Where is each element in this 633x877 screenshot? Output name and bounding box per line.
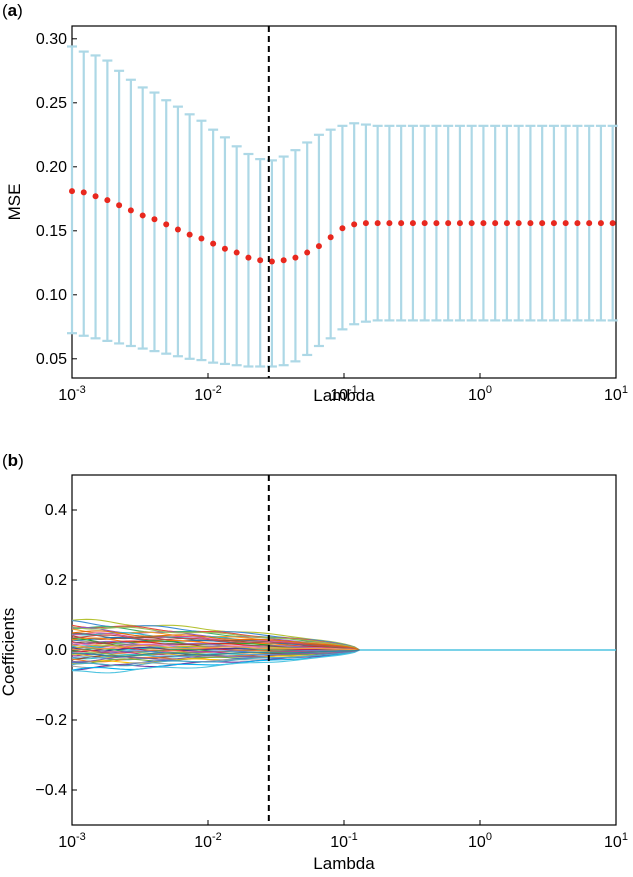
mse-point — [163, 221, 170, 228]
mse-point — [433, 220, 440, 227]
x-tick-label: 101 — [604, 384, 628, 404]
mse-point — [127, 207, 134, 214]
y-axis-label-b: Coefficients — [0, 608, 18, 697]
y-tick-label: −0.2 — [35, 712, 67, 729]
mse-point — [69, 188, 75, 195]
mse-point — [586, 220, 593, 227]
x-tick-label: 10-3 — [58, 384, 86, 404]
mse-point — [151, 216, 158, 223]
panel-a-label: (a) — [2, 1, 23, 20]
mse-point — [327, 234, 334, 241]
mse-point — [221, 245, 228, 252]
y-tick-label: 0.25 — [36, 95, 67, 112]
y-tick-label: 0.10 — [36, 287, 67, 304]
y-axis-label-a: MSE — [5, 184, 24, 221]
coefficient-path — [71, 649, 360, 667]
mse-point — [421, 220, 428, 227]
mse-point — [609, 220, 616, 227]
mse-point — [186, 231, 193, 238]
mse-point — [92, 193, 99, 200]
mse-point — [104, 197, 111, 204]
errorbars-a — [67, 45, 618, 368]
y-tick-label: 0.15 — [36, 223, 67, 240]
mse-point — [280, 257, 287, 264]
coefficient-path — [71, 649, 360, 674]
coefficient-path — [71, 649, 360, 665]
mse-point — [257, 257, 264, 264]
mse-point — [374, 220, 381, 227]
mse-point — [198, 235, 205, 242]
mse-point — [315, 243, 322, 250]
coefficient-path — [71, 630, 360, 651]
y-tick-label: 0.20 — [36, 159, 67, 176]
mse-point — [597, 220, 604, 227]
coefficient-path — [71, 649, 360, 663]
mse-point — [80, 189, 87, 196]
x-axis-label-a: Lambda — [313, 386, 375, 405]
coefficient-path — [71, 626, 360, 651]
coefficient-path — [71, 634, 360, 651]
mse-point — [409, 220, 416, 227]
x-tick-label: 101 — [604, 831, 628, 851]
mse-point — [539, 220, 546, 227]
coefficient-path — [71, 649, 360, 658]
mse-point — [233, 249, 240, 256]
x-tick-label: 10-2 — [194, 384, 222, 404]
y-tick-label: 0.30 — [36, 31, 67, 48]
y-tick-label: −0.4 — [35, 782, 67, 799]
mse-point — [562, 220, 569, 227]
mse-point — [116, 202, 123, 209]
mse-point — [468, 220, 475, 227]
mse-cv-chart: 10-3 10-2 10-1 100 101 0.05 0.10 0.15 0.20 0.25 0.… — [5, 25, 628, 405]
mse-points-a — [69, 188, 616, 265]
mse-point — [268, 258, 275, 265]
mse-point — [398, 220, 405, 227]
mse-point — [480, 220, 487, 227]
mse-point — [456, 220, 463, 227]
x-tick-label: 10-3 — [58, 831, 86, 851]
x-tick-label: 100 — [468, 384, 492, 404]
mse-point — [445, 220, 452, 227]
mse-point — [245, 254, 252, 261]
mse-point — [386, 220, 393, 227]
mse-point — [527, 220, 534, 227]
y-tick-label: 0.05 — [36, 351, 67, 368]
axis-ticks-a: 10-3 10-2 10-1 100 101 0.05 0.10 0.15 0.20 0.25 0.… — [36, 31, 628, 404]
y-tick-label: 0.0 — [45, 642, 67, 659]
mse-point — [574, 220, 581, 227]
y-tick-label: 0.4 — [45, 502, 67, 519]
panel-b-label: (b) — [2, 451, 24, 470]
y-tick-label: 0.2 — [45, 572, 67, 589]
mse-point — [351, 221, 358, 228]
mse-point — [492, 220, 499, 227]
mse-point — [304, 249, 311, 256]
mse-point — [139, 212, 146, 219]
mse-point — [174, 226, 181, 233]
x-tick-label: 100 — [468, 831, 492, 851]
mse-point — [550, 220, 557, 227]
coefficient-paths-b — [71, 618, 616, 674]
mse-point — [515, 220, 522, 227]
coefficient-path — [71, 644, 360, 651]
x-tick-label: 10-1 — [330, 384, 358, 404]
mse-point — [292, 254, 299, 261]
x-tick-label: 10-2 — [194, 831, 222, 851]
coefficient-path-chart: 10-3 10-2 10-1 100 101 −0.4 −0.2 0.0 0.2 0.4 Lamb… — [0, 474, 628, 873]
mse-point — [503, 220, 510, 227]
x-tick-label: 10-1 — [330, 831, 358, 851]
mse-point — [362, 220, 369, 227]
mse-point — [339, 225, 346, 232]
mse-point — [210, 240, 217, 247]
axis-ticks-b: 10-3 10-2 10-1 100 101 −0.4 −0.2 0.0 0.2 0.4 — [35, 502, 628, 851]
x-axis-label-b: Lambda — [313, 854, 375, 873]
